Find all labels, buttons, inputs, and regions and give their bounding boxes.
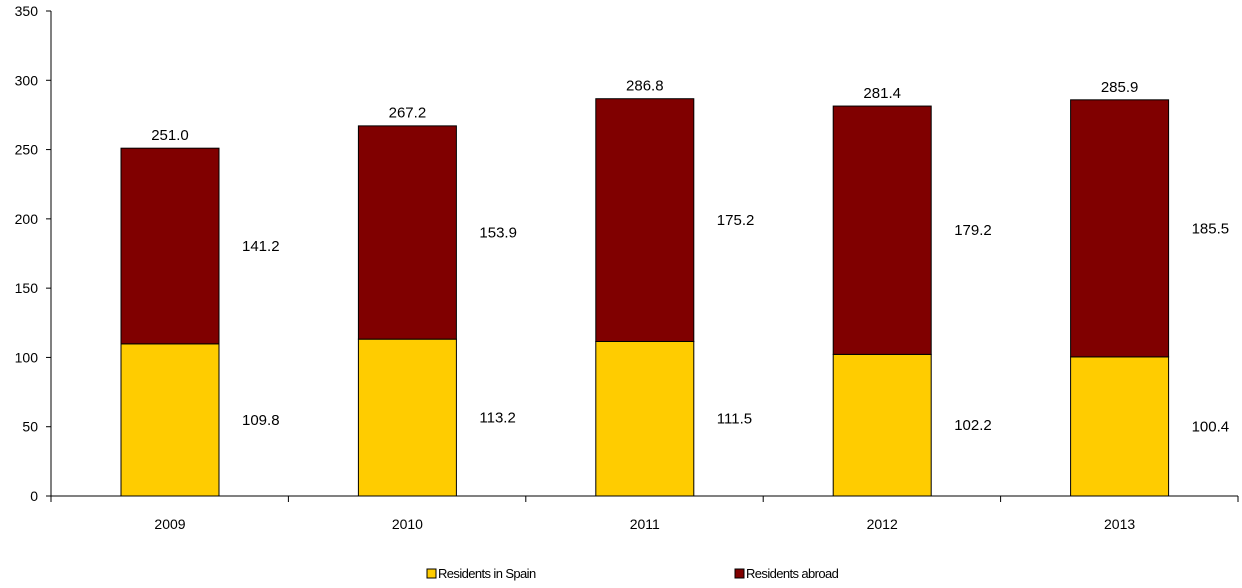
data-label-residents-abroad-2011: 175.2 [717,212,755,229]
data-label-residents-in-spain-2011: 111.5 [717,411,752,428]
labels-layer: 109.8 141.2 251.0 113.2 153.9 267.2 111.5 175.2… [151,78,1229,436]
bar-residents-in-spain-2013 [1070,356,1170,497]
total-label-2009: 251.0 [151,127,189,144]
y-tick-label: 150 [15,280,39,296]
legend-swatch-residents-abroad [734,568,745,579]
bar-residents-abroad-2010 [357,125,457,340]
bar-residents-abroad-2011 [595,98,695,342]
data-label-residents-abroad-2010: 153.9 [479,225,517,242]
bar-residents-in-spain-2010 [357,338,457,497]
total-label-2011: 286.8 [626,78,664,95]
x-tick-label-2013: 2013 [1104,516,1135,532]
x-tick-label-2012: 2012 [867,516,898,532]
total-label-2010: 267.2 [389,105,427,122]
total-label-2012: 281.4 [863,85,901,102]
data-label-residents-in-spain-2013: 100.4 [1192,418,1230,435]
x-tick-label-2010: 2010 [392,516,423,532]
data-label-residents-in-spain-2009: 109.8 [242,412,280,429]
legend: Residents in Spain Residents abroad [426,566,839,581]
y-tick-label: 350 [15,3,39,19]
legend-label-residents-in-spain: Residents in Spain [438,566,536,581]
bar-residents-in-spain-2009 [120,343,220,497]
y-tick-label: 100 [15,349,39,365]
data-label-residents-abroad-2012: 179.2 [954,222,992,239]
bar-residents-in-spain-2012 [832,353,932,497]
data-label-residents-abroad-2009: 141.2 [242,238,280,255]
legend-swatch-residents-in-spain [426,568,437,579]
data-label-residents-abroad-2013: 185.5 [1192,220,1230,237]
bar-residents-abroad-2013 [1070,99,1170,358]
bar-residents-abroad-2009 [120,147,220,345]
axes-layer: 0 50 100 150 200 250 300 350 2009 2010 2011 2012 201… [15,3,1239,532]
x-tick-label-2011: 2011 [630,516,660,532]
legend-label-residents-abroad: Residents abroad [746,566,839,581]
data-label-residents-in-spain-2012: 102.2 [954,417,992,434]
total-label-2013: 285.9 [1101,79,1139,96]
y-tick-label: 300 [15,72,39,88]
bar-residents-abroad-2012 [832,105,932,355]
data-label-residents-in-spain-2010: 113.2 [479,410,515,427]
bar-residents-in-spain-2011 [595,340,695,497]
y-tick-label: 50 [22,419,38,435]
bars-layer [120,98,1170,497]
y-tick-label: 0 [30,488,38,504]
x-tick-label-2009: 2009 [154,516,185,532]
y-tick-label: 250 [15,142,39,158]
y-tick-label: 200 [15,211,39,227]
